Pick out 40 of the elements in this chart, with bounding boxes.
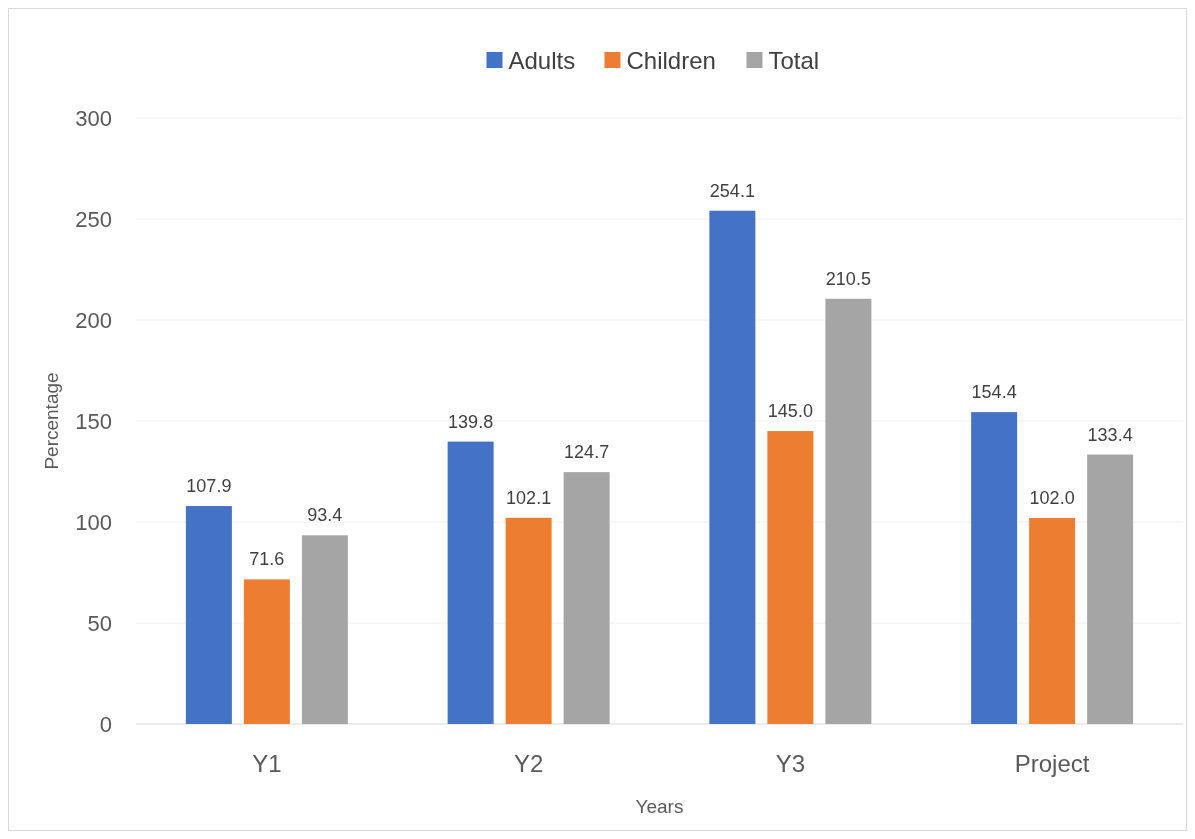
data-label: 102.0 <box>1029 487 1075 508</box>
bar <box>1029 517 1076 724</box>
x-axis-title: Years <box>635 796 684 817</box>
bar <box>563 472 610 724</box>
bar <box>185 506 232 724</box>
bar <box>447 441 494 724</box>
data-label: 154.4 <box>971 382 1017 403</box>
x-tick-label: Y1 <box>252 750 282 777</box>
legend-label: Children <box>626 47 716 75</box>
bar <box>505 517 552 724</box>
legend-label: Total <box>768 47 820 75</box>
bar <box>243 579 290 724</box>
y-tick-label: 0 <box>99 711 112 737</box>
x-tick-label: Y2 <box>513 750 544 777</box>
y-tick-label: 150 <box>75 408 112 434</box>
data-label: 145.0 <box>767 401 813 422</box>
y-tick-label: 200 <box>75 307 112 333</box>
bar <box>301 535 348 724</box>
y-tick-label: 300 <box>75 105 112 131</box>
legend-label: Adults <box>508 47 576 75</box>
bar <box>825 298 872 724</box>
data-label: 254.1 <box>709 180 755 201</box>
data-label: 133.4 <box>1087 424 1133 445</box>
bar <box>767 431 814 724</box>
data-label: 93.4 <box>307 505 343 526</box>
data-label: 124.7 <box>564 442 610 463</box>
data-label: 139.8 <box>448 411 494 432</box>
data-label: 210.5 <box>825 268 871 289</box>
data-label: 71.6 <box>249 549 285 570</box>
y-axis-title: Percentage <box>41 372 62 470</box>
bar <box>709 210 756 724</box>
data-label: 102.1 <box>506 487 552 508</box>
data-label: 107.9 <box>186 476 232 497</box>
bar <box>971 412 1018 724</box>
x-tick-label: Y3 <box>775 750 806 777</box>
bar <box>1087 454 1134 724</box>
x-tick-label: Project <box>1014 750 1090 777</box>
y-tick-label: 100 <box>75 509 112 535</box>
y-tick-label: 250 <box>75 206 112 232</box>
y-tick-label: 50 <box>87 610 112 636</box>
